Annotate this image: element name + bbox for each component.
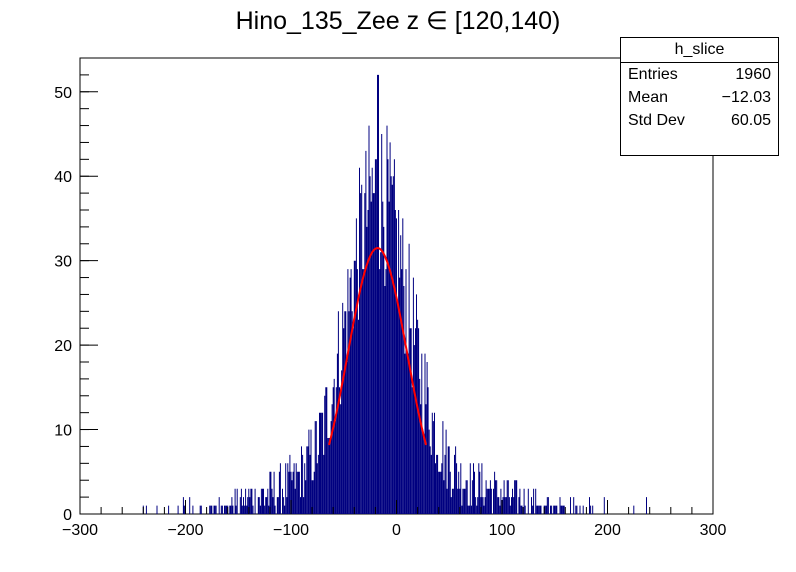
stats-row-mean: Mean −12.03	[621, 86, 778, 109]
chart-title: Hino_135_Zee z ∈ [120,140)	[235, 7, 561, 35]
stats-box: h_slice Entries 1960 Mean −12.03 Std Dev…	[620, 37, 779, 156]
x-tick-label: 200	[594, 522, 621, 539]
x-tick-label: 100	[489, 522, 516, 539]
stats-value: 60.05	[730, 112, 771, 129]
x-tick-label: −300	[62, 522, 98, 539]
fit-curve	[328, 246, 427, 446]
x-tick-label: 300	[700, 522, 727, 539]
histogram-bins	[142, 74, 647, 514]
y-tick-label: 20	[54, 338, 72, 355]
stats-label: Std Dev	[628, 112, 685, 129]
x-tick-label: 0	[392, 522, 401, 539]
x-tick-label: −100	[273, 522, 309, 539]
stats-value: 1960	[735, 66, 771, 83]
y-tick-label: 50	[54, 85, 72, 102]
stats-label: Mean	[628, 89, 669, 106]
stats-title: h_slice	[621, 38, 778, 63]
stats-row-stddev: Std Dev 60.05	[621, 109, 778, 132]
stats-label: Entries	[628, 66, 678, 83]
axes: −300 −200 −100 0 100 200 300 0 10 20 30 40 50	[54, 57, 727, 539]
y-tick-label: 30	[54, 254, 72, 271]
x-tick-label: −200	[167, 522, 203, 539]
stats-value: −12.03	[721, 89, 771, 106]
histogram-bars	[142, 74, 647, 514]
y-tick-label: 10	[54, 423, 72, 440]
stats-row-entries: Entries 1960	[621, 63, 778, 86]
y-tick-label: 0	[63, 507, 72, 524]
y-tick-label: 40	[54, 169, 72, 186]
